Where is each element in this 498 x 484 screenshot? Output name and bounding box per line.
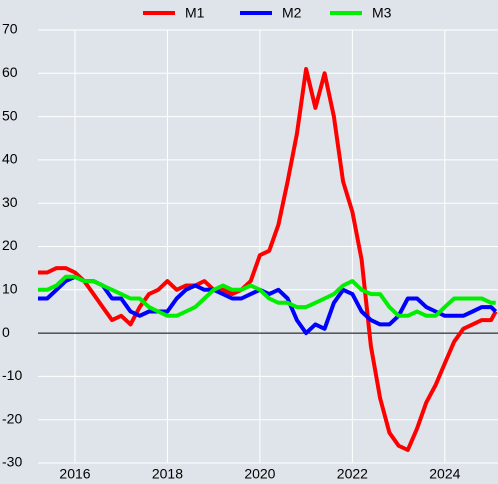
y-tick-label: 0 — [2, 324, 10, 340]
y-tick-label: -20 — [2, 410, 22, 426]
y-tick-label: 20 — [2, 237, 18, 253]
y-tick-label: 60 — [2, 64, 18, 80]
y-tick-label: 70 — [2, 21, 18, 37]
y-tick-label: 30 — [2, 194, 18, 210]
x-tick-label: 2020 — [244, 466, 275, 482]
y-tick-label: 40 — [2, 151, 18, 167]
series-line — [38, 274, 496, 318]
series-line — [38, 67, 498, 452]
x-tick-label: 2022 — [337, 466, 368, 482]
y-tick-label: 10 — [2, 281, 18, 297]
y-tick-label: -10 — [2, 367, 22, 383]
legend-label: M3 — [372, 5, 392, 21]
series-line — [38, 274, 498, 336]
y-tick-label: 50 — [2, 107, 18, 123]
legend-label: M2 — [282, 5, 302, 21]
x-tick-label: 2018 — [152, 466, 183, 482]
x-tick-label: 2024 — [429, 466, 460, 482]
y-tick-label: -30 — [2, 454, 22, 470]
x-tick-label: 2016 — [59, 466, 90, 482]
legend-label: M1 — [185, 5, 205, 21]
